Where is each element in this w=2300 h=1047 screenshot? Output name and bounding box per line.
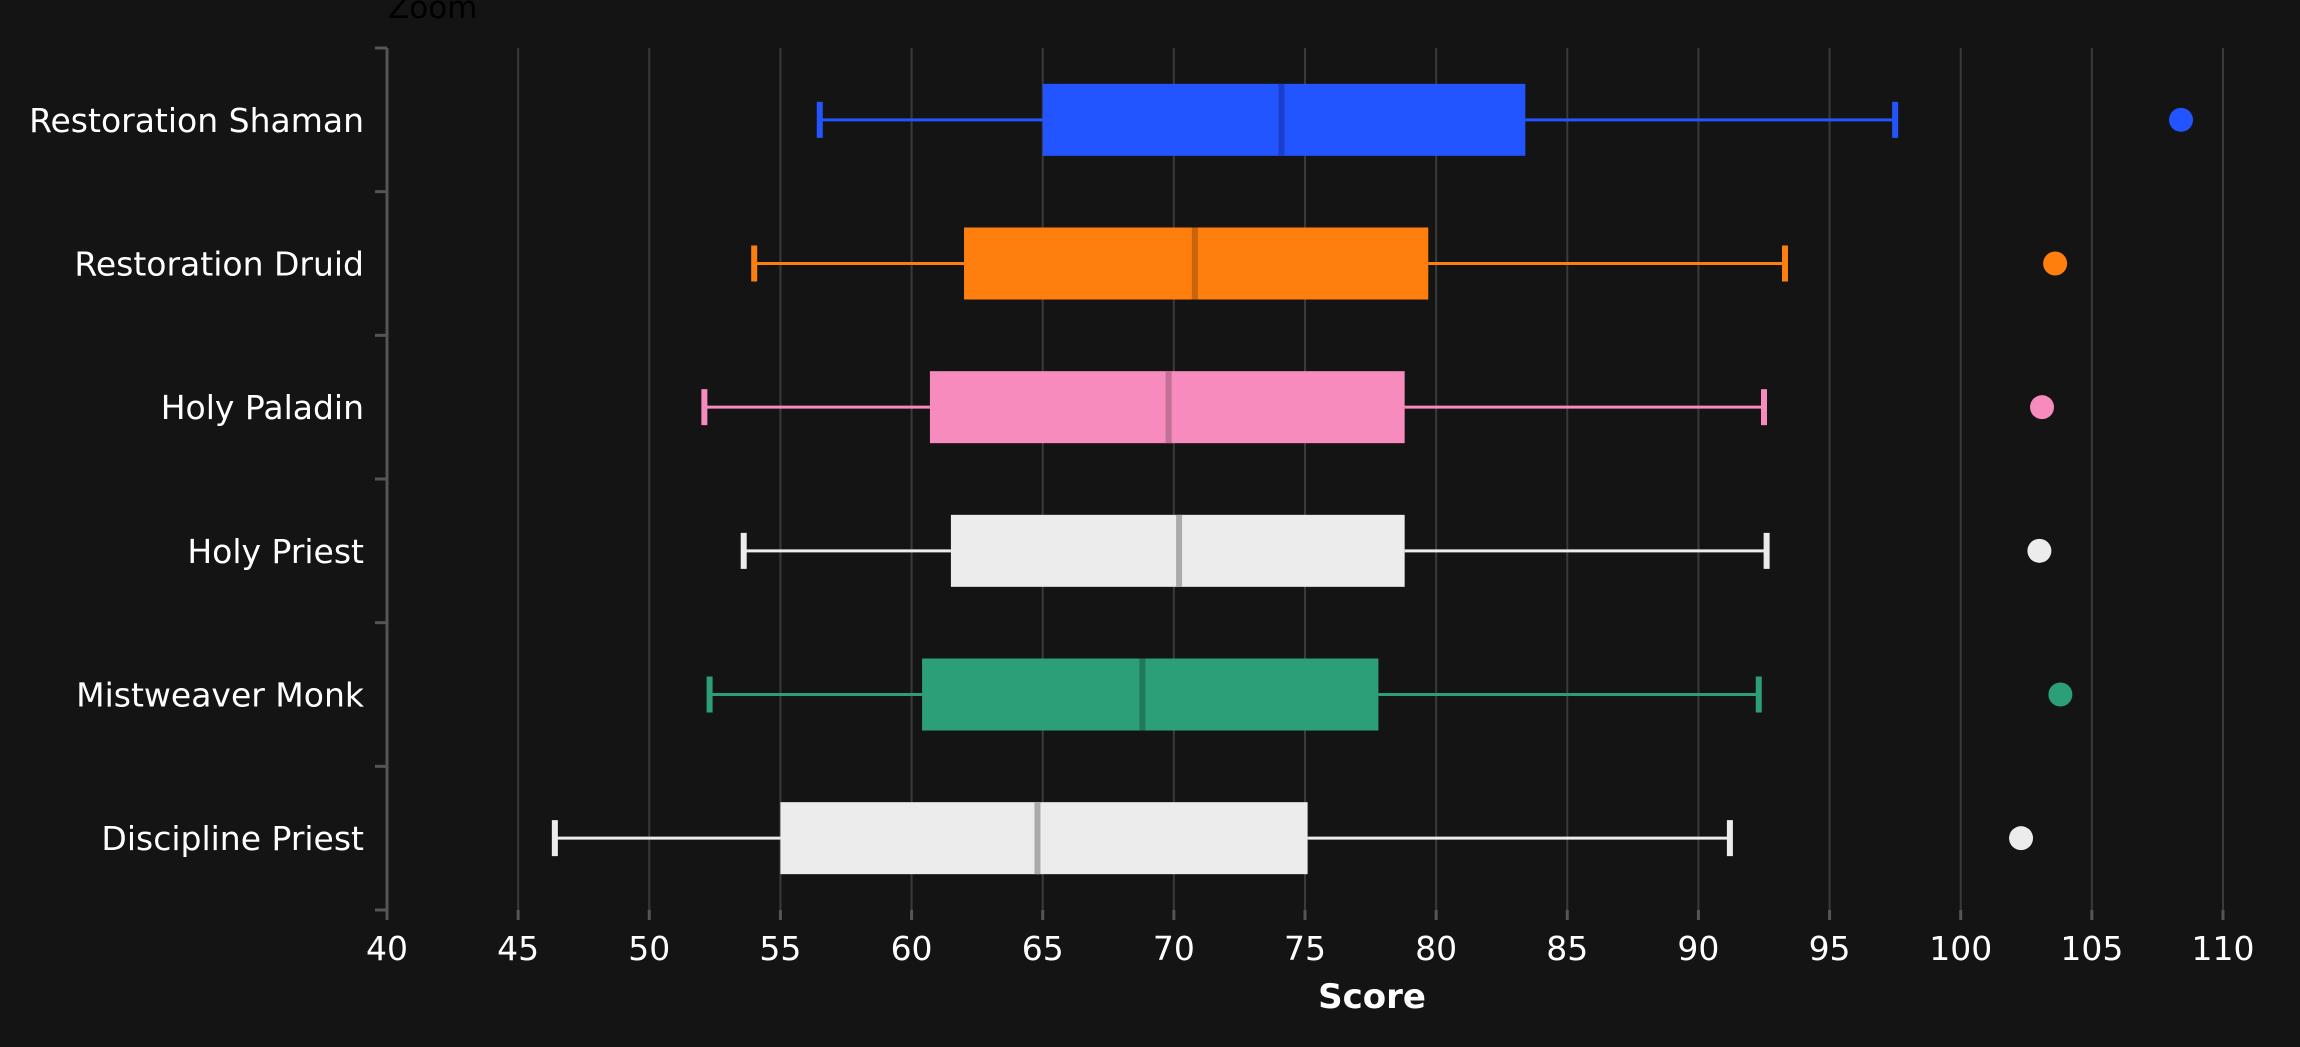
- box-series: [551, 83, 2194, 875]
- outlier-point: [2030, 395, 2055, 420]
- outlier-point: [2009, 826, 2034, 851]
- x-tick-label: 45: [497, 929, 539, 968]
- category-label: Holy Priest: [187, 532, 364, 571]
- zoom-label[interactable]: Zoom: [388, 0, 477, 26]
- y-axis: [375, 46, 389, 912]
- x-tick-label: 95: [1809, 929, 1851, 968]
- x-tick-label: 60: [891, 929, 933, 968]
- category-label: Restoration Druid: [74, 245, 364, 284]
- category-label: Discipline Priest: [101, 819, 364, 858]
- x-tick-label: 40: [366, 929, 408, 968]
- box-series-item: [816, 83, 2194, 156]
- box-series-item: [701, 371, 2055, 444]
- category-labels: Restoration Shaman Restoration Druid Holy …: [29, 101, 365, 858]
- x-tick-label: 75: [1284, 929, 1326, 968]
- x-tick-label: 110: [2192, 929, 2255, 968]
- outlier-point: [2169, 107, 2194, 132]
- x-tick-label: 100: [1929, 929, 1992, 968]
- x-tick-label: 90: [1677, 929, 1719, 968]
- x-axis-ticks: 40 45 50 55 60 65 70 75 80 85 90 95 100 105 110: [366, 910, 2255, 968]
- x-tick-label: 85: [1546, 929, 1588, 968]
- box-series-item: [706, 658, 2073, 731]
- outlier-point: [2027, 538, 2052, 563]
- outlier-point: [2048, 682, 2073, 707]
- box-series-item: [551, 802, 2034, 875]
- box-series-item: [751, 227, 2068, 300]
- grid-lines: [517, 48, 2224, 910]
- category-label: Restoration Shaman: [29, 101, 364, 140]
- outlier-point: [2043, 251, 2068, 276]
- box: [780, 802, 1308, 875]
- x-axis-title: Score: [1318, 977, 1426, 1017]
- x-tick-label: 70: [1153, 929, 1195, 968]
- box-series-item: [740, 514, 2052, 587]
- x-tick-label: 50: [628, 929, 670, 968]
- box: [922, 658, 1379, 731]
- x-tick-label: 55: [759, 929, 801, 968]
- x-tick-label: 80: [1415, 929, 1457, 968]
- x-tick-label: 65: [1022, 929, 1064, 968]
- x-tick-label: 105: [2060, 929, 2123, 968]
- category-label: Holy Paladin: [161, 388, 364, 427]
- category-label: Mistweaver Monk: [76, 676, 365, 715]
